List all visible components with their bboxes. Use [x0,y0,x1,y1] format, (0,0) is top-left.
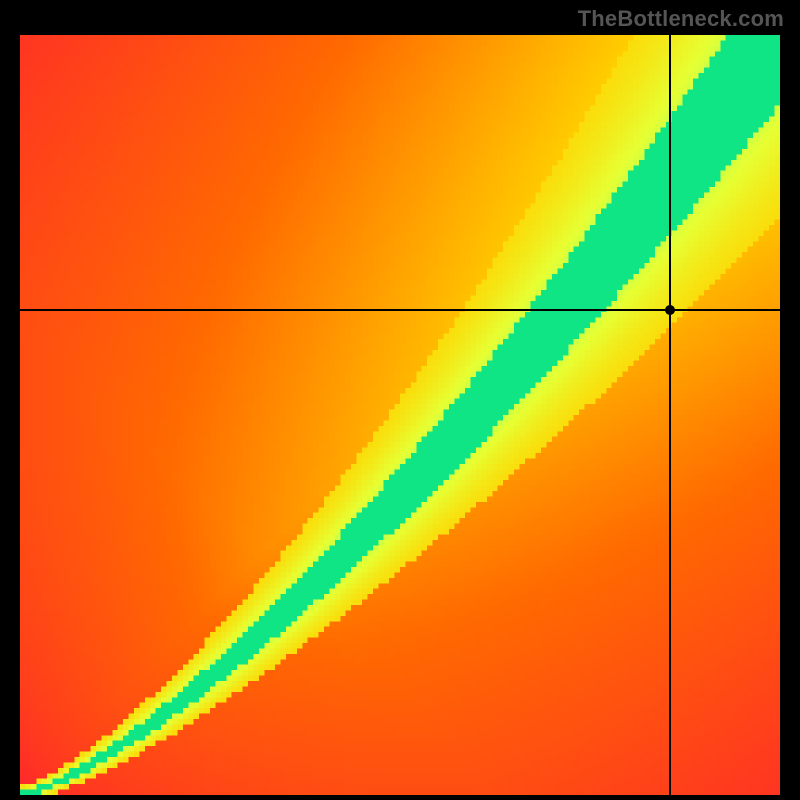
marker-dot [665,305,675,315]
heatmap-plot [20,35,780,795]
chart-frame: TheBottleneck.com [0,0,800,800]
crosshair-vertical [669,35,671,795]
heatmap-canvas [20,35,780,795]
watermark-text: TheBottleneck.com [578,6,784,32]
